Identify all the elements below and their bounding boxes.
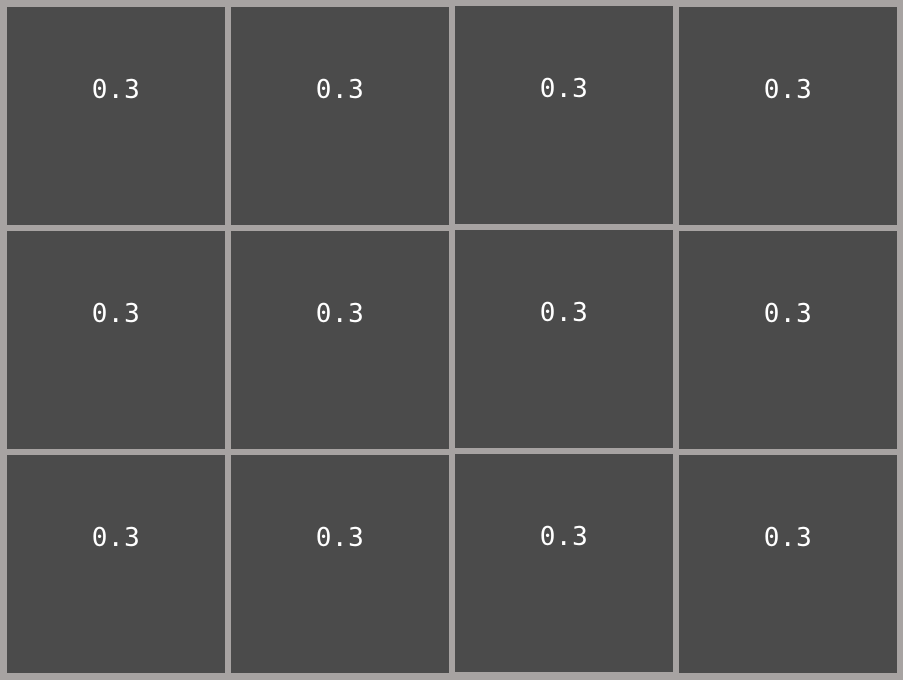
grid-cell[interactable]: 0.3 xyxy=(7,455,225,673)
cell-value: 0.3 xyxy=(315,523,365,553)
grid-cell[interactable]: 0.3 xyxy=(231,455,449,673)
cell-value: 0.3 xyxy=(763,75,813,105)
grid-cell[interactable]: 0.3 xyxy=(7,7,225,225)
grid-cell[interactable]: 0.3 xyxy=(679,231,897,449)
grid-cell[interactable]: 0.3 xyxy=(679,7,897,225)
grid-cell[interactable]: 0.3 xyxy=(7,231,225,449)
cell-value: 0.3 xyxy=(763,299,813,329)
cell-value: 0.3 xyxy=(91,75,141,105)
cell-value: 0.3 xyxy=(91,299,141,329)
grid-cell[interactable]: 0.3 xyxy=(455,6,673,224)
cell-value: 0.3 xyxy=(539,522,589,552)
grid-cell[interactable]: 0.3 xyxy=(231,231,449,449)
cell-value: 0.3 xyxy=(539,298,589,328)
cell-value: 0.3 xyxy=(315,299,365,329)
grid-cell[interactable]: 0.3 xyxy=(455,454,673,672)
cell-value: 0.3 xyxy=(91,523,141,553)
grid-cell[interactable]: 0.3 xyxy=(231,7,449,225)
cell-value: 0.3 xyxy=(539,74,589,104)
cell-value: 0.3 xyxy=(315,75,365,105)
grid-cell[interactable]: 0.3 xyxy=(679,455,897,673)
grid-cell[interactable]: 0.3 xyxy=(455,230,673,448)
cell-value: 0.3 xyxy=(763,523,813,553)
